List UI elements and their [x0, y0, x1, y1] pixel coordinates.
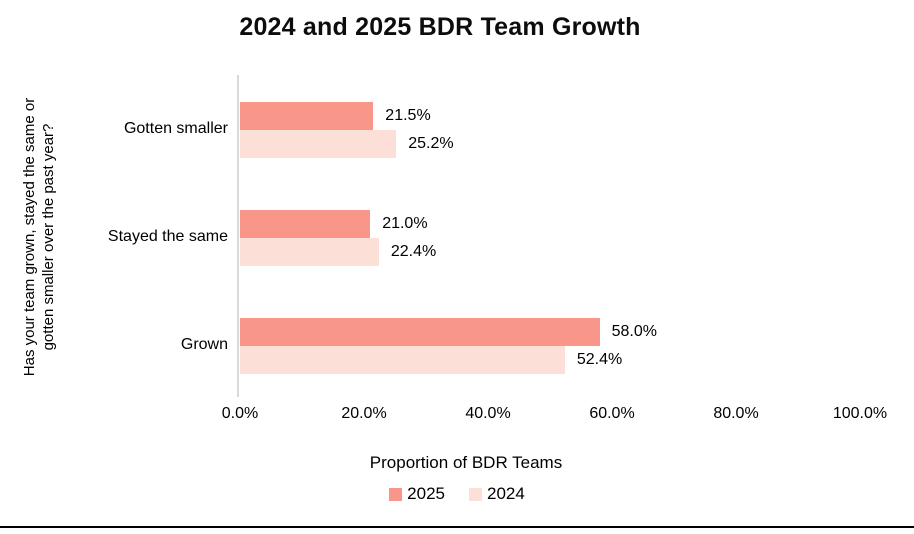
- bar-2024-1: [240, 238, 379, 266]
- x-tick-label-3: 60.0%: [589, 405, 635, 422]
- x-tick-label-0: 0.0%: [221, 405, 259, 422]
- x-tick-label-2: 40.0%: [465, 405, 511, 422]
- bar-value-label-2024-0: 25.2%: [408, 135, 454, 152]
- legend-label-2025: 2025: [407, 484, 445, 503]
- legend-item-2024: 2024: [469, 484, 525, 504]
- category-axis-line: [237, 75, 239, 397]
- legend-swatch-2024-icon: [469, 487, 482, 501]
- window-bottom-edge: [0, 526, 914, 528]
- bar-2025-2: [240, 318, 600, 346]
- bar-2025-0: [240, 102, 374, 130]
- legend: 2025 2024: [0, 484, 914, 504]
- category-label-1: Stayed the same: [107, 228, 228, 245]
- chart-title: 2024 and 2025 BDR Team Growth: [239, 13, 641, 41]
- bar-2024-0: [240, 130, 397, 158]
- bar-value-label-2024-2: 52.4%: [576, 351, 623, 368]
- bar-value-label-2025-2: 58.0%: [611, 323, 657, 340]
- bar-2025-1: [240, 210, 371, 238]
- x-tick-label-1: 20.0%: [341, 405, 387, 422]
- category-label-2: Grown: [180, 336, 228, 353]
- x-tick-label-4: 80.0%: [713, 405, 759, 422]
- bar-value-label-2024-1: 22.4%: [390, 243, 437, 260]
- category-label-0: Gotten smaller: [123, 120, 228, 137]
- bar-2024-2: [240, 346, 565, 374]
- x-tick-label-5: 100.0%: [832, 405, 888, 422]
- legend-swatch-2025-icon: [389, 487, 403, 501]
- legend-label-2024: 2024: [487, 484, 525, 503]
- x-axis-title: Proportion of BDR Teams: [369, 453, 563, 472]
- bar-value-label-2025-1: 21.0%: [382, 215, 428, 232]
- legend-item-2025: 2025: [389, 484, 445, 504]
- bar-value-label-2025-0: 21.5%: [385, 107, 431, 124]
